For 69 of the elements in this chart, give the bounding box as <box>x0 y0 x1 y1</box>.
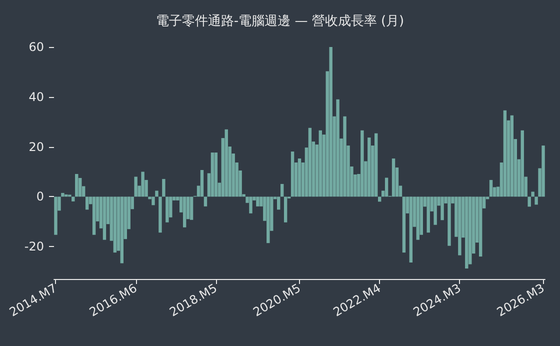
bar <box>440 196 444 220</box>
bar <box>162 178 166 197</box>
bar <box>214 152 218 197</box>
bar <box>54 196 58 235</box>
bar <box>534 196 538 205</box>
bar <box>520 130 524 197</box>
bar <box>489 180 493 197</box>
bar <box>458 196 462 256</box>
bar <box>182 196 186 228</box>
bar <box>510 115 514 197</box>
y-tick-label: 0 <box>36 190 44 204</box>
bar <box>290 152 294 197</box>
chart-title: 電子零件通路-電腦週邊 — 營收成長率 (月) <box>156 13 404 29</box>
bar <box>343 116 346 197</box>
bar <box>426 196 430 233</box>
bar <box>158 196 162 233</box>
bar <box>336 99 340 197</box>
bar <box>392 158 396 197</box>
y-tick-label: 60 <box>28 40 44 54</box>
bar <box>465 196 468 269</box>
bar <box>531 192 534 197</box>
bar <box>298 158 302 197</box>
bar <box>266 196 270 244</box>
bar <box>102 196 106 240</box>
bar <box>224 129 228 197</box>
bar <box>374 133 378 197</box>
y-tick-label: 40 <box>28 90 44 104</box>
bar <box>204 196 208 206</box>
bar <box>85 196 89 210</box>
bar <box>72 196 75 202</box>
bar <box>503 110 507 197</box>
bar <box>61 192 64 197</box>
bar <box>528 196 531 207</box>
bar <box>542 146 545 197</box>
bar <box>360 130 364 197</box>
y-tick-label: 20 <box>28 140 44 154</box>
bar <box>113 196 117 253</box>
bar <box>416 196 420 240</box>
bar <box>155 190 158 197</box>
bar <box>280 184 284 197</box>
bar <box>277 196 280 210</box>
bar <box>75 174 78 197</box>
bar <box>152 196 155 206</box>
bar <box>318 130 322 197</box>
bar <box>249 196 252 214</box>
bar <box>190 196 194 220</box>
bar <box>434 196 437 225</box>
bar <box>284 196 288 222</box>
bar <box>120 196 124 264</box>
bar <box>78 178 82 197</box>
bar <box>478 196 482 257</box>
bar <box>141 172 144 197</box>
bar <box>368 138 371 197</box>
bar <box>402 196 406 253</box>
y-tick-label: -20 <box>24 240 44 254</box>
bar <box>448 196 451 246</box>
bar <box>64 194 68 197</box>
bar <box>256 196 260 206</box>
bar <box>134 176 138 197</box>
bar <box>468 196 472 264</box>
bar <box>166 196 169 222</box>
bar <box>210 152 214 197</box>
bar <box>200 170 204 197</box>
bar <box>92 196 96 235</box>
bar <box>308 128 312 197</box>
bar <box>409 196 413 263</box>
bar <box>384 178 388 197</box>
bar <box>378 196 382 202</box>
bar <box>329 47 332 197</box>
